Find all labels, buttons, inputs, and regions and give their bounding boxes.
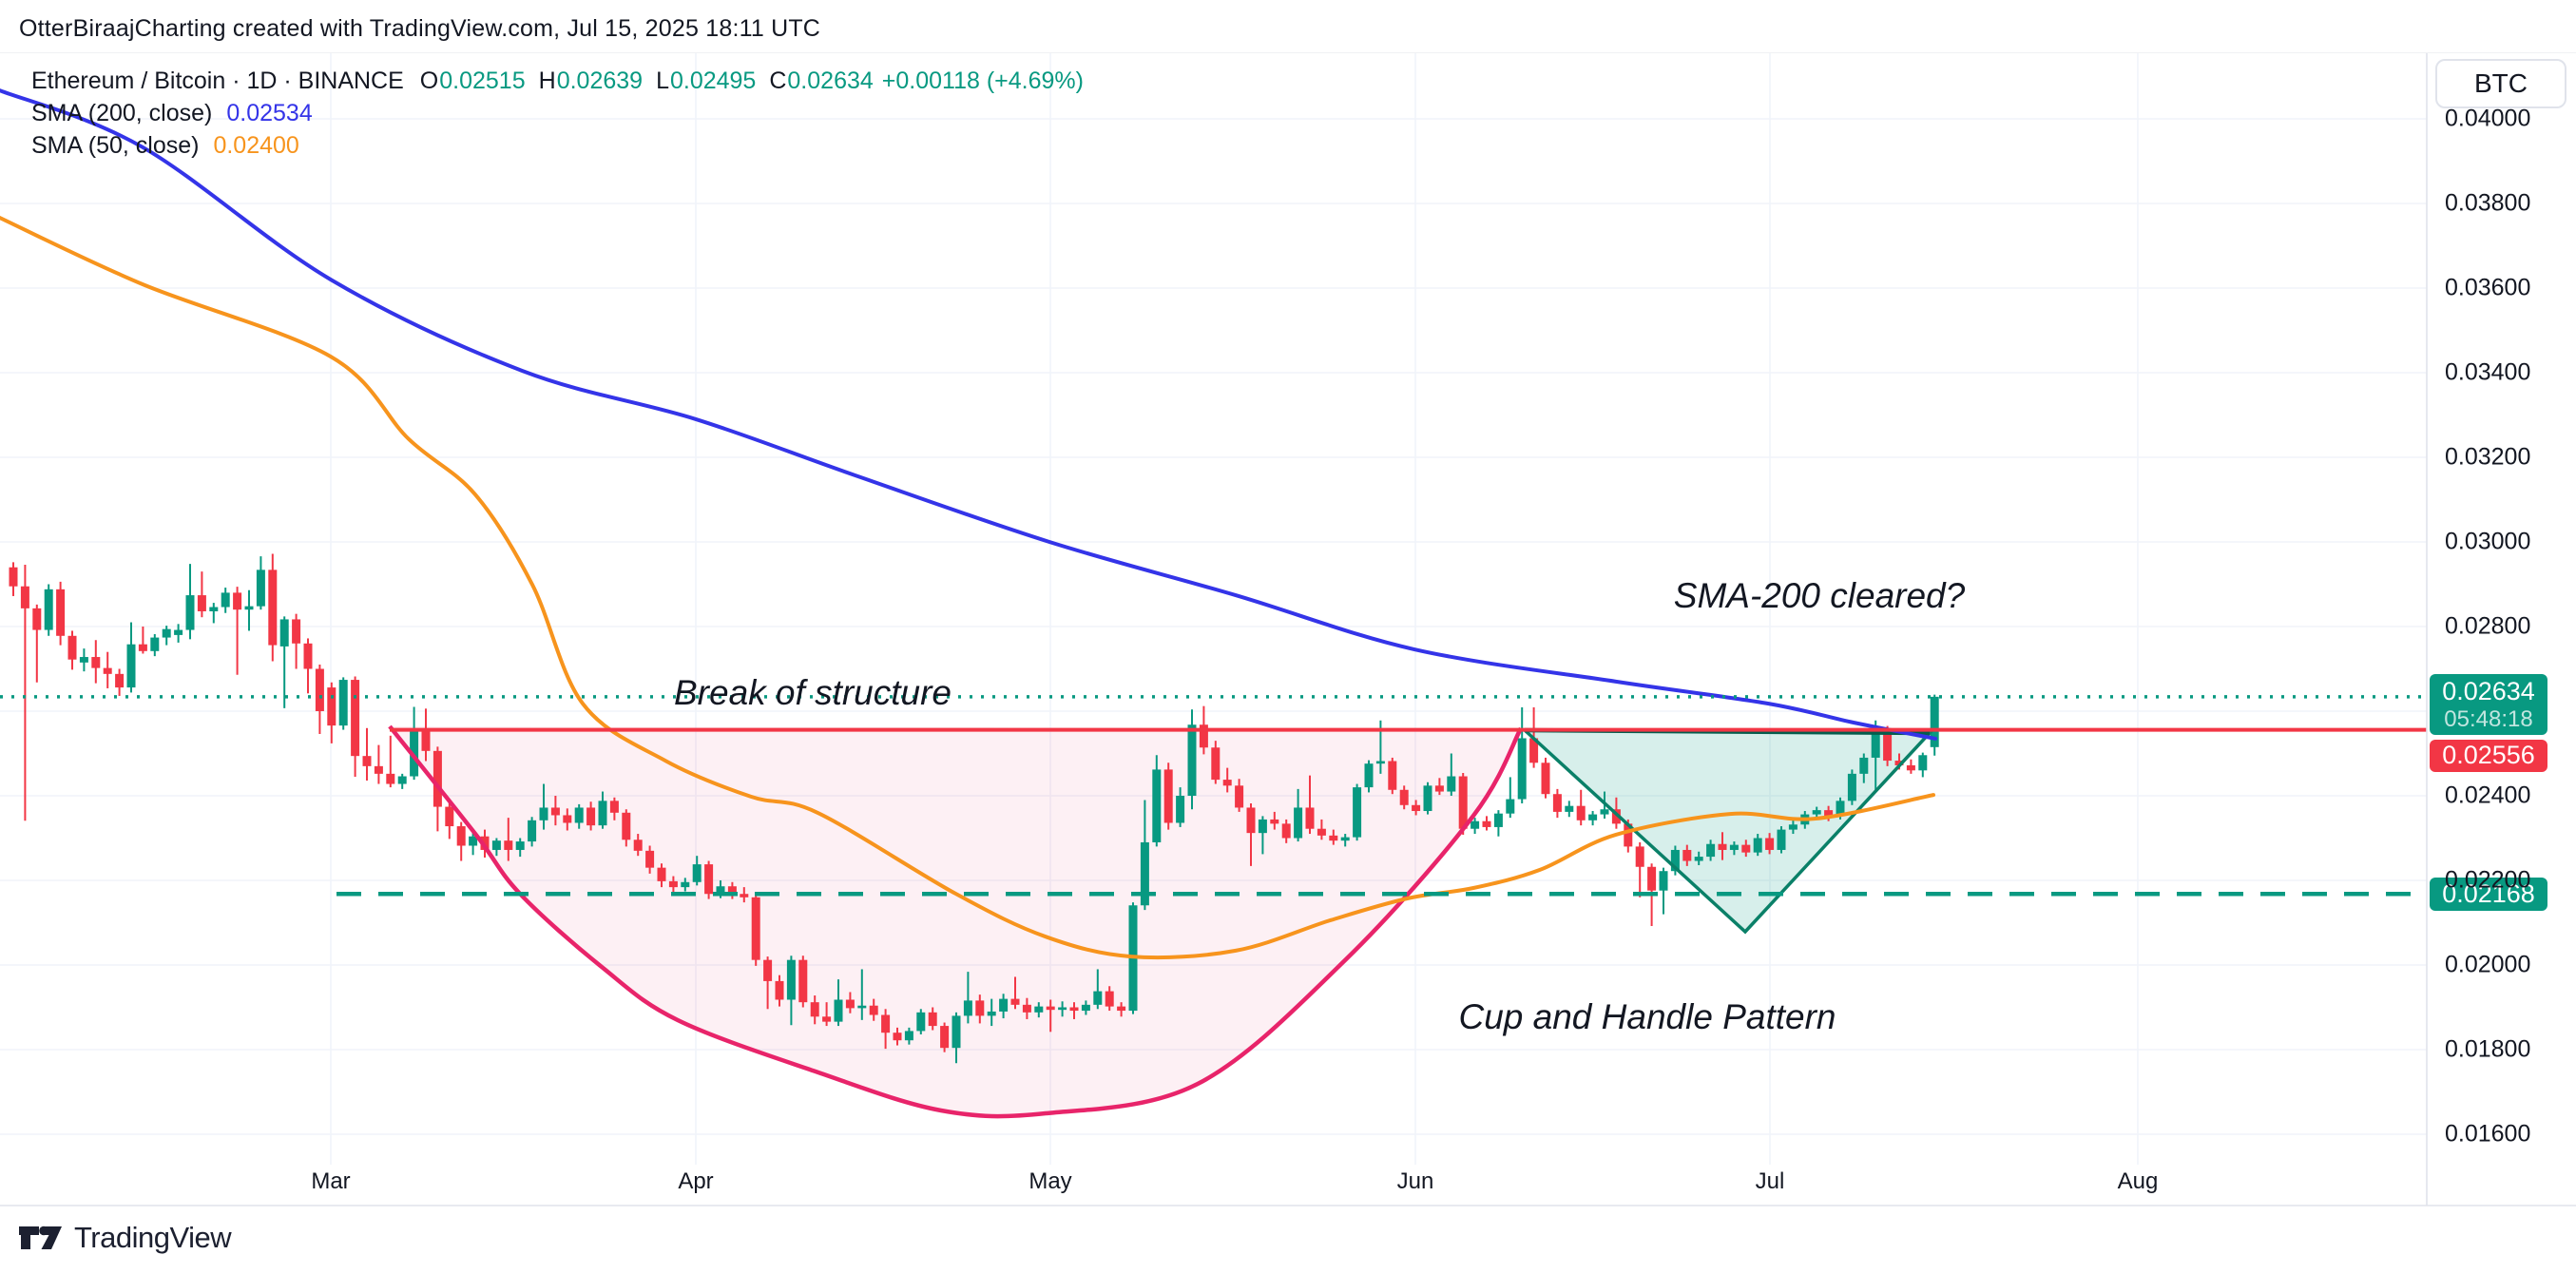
time-axis-label-mar: Mar xyxy=(311,1168,351,1194)
breakout-level-value: 0.02556 xyxy=(2442,741,2535,770)
sma200-legend-row[interactable]: SMA (200, close) 0.02534 xyxy=(31,98,313,128)
annotation-text[interactable]: Break of structure xyxy=(673,673,952,712)
ohlc-values: O 0.02515 H 0.02639 L 0.02495 C 0.02634 xyxy=(420,68,874,95)
cup-pattern-fill xyxy=(390,726,1521,1117)
current-price-tag: 0.02634 05:48:18 xyxy=(2430,674,2547,735)
time-axis-label-apr: Apr xyxy=(678,1168,714,1194)
footer-brand[interactable]: TradingView xyxy=(19,1221,232,1255)
current-price-value: 0.02634 xyxy=(2442,676,2535,705)
price-axis-label: 0.02800 xyxy=(2445,612,2531,640)
support-level-value: 0.02168 xyxy=(2442,878,2535,908)
sma-200-line[interactable] xyxy=(0,88,1937,741)
sma200-value: 0.02534 xyxy=(226,99,313,126)
price-axis-label: 0.02000 xyxy=(2445,951,2531,978)
ohlc-pair-o: O 0.02515 xyxy=(419,67,526,94)
sma50-value: 0.02400 xyxy=(213,131,299,159)
annotation-text[interactable]: SMA-200 cleared? xyxy=(1673,576,1966,615)
annotation-text[interactable]: Cup and Handle Pattern xyxy=(1458,997,1836,1036)
gridlines xyxy=(0,52,2427,1165)
symbol-legend-row[interactable]: Ethereum / Bitcoin · 1D · BINANCE O 0.025… xyxy=(31,66,1084,96)
header-divider xyxy=(0,52,2576,53)
change-value: +0.00118 (+4.69%) xyxy=(881,67,1084,94)
symbol-title[interactable]: Ethereum / Bitcoin · 1D · BINANCE xyxy=(31,67,404,94)
time-axis-label-may: May xyxy=(1028,1168,1072,1194)
price-axis-label: 0.01800 xyxy=(2445,1035,2531,1063)
ohlc-pair-c: C 0.02634 xyxy=(769,67,874,94)
candlestick-series xyxy=(9,553,1939,1064)
watermark-title: OtterBiraajCharting created with Trading… xyxy=(19,15,821,42)
sma200-label[interactable]: SMA (200, close) xyxy=(31,99,213,126)
price-axis-label: 0.04000 xyxy=(2445,105,2531,132)
breakout-level-tag: 0.02556 xyxy=(2430,740,2547,772)
handle-pattern-fill xyxy=(1525,730,1930,932)
price-axis-label: 0.03000 xyxy=(2445,528,2531,555)
price-axis-label: 0.03400 xyxy=(2445,358,2531,386)
price-axis-label: 0.03600 xyxy=(2445,274,2531,301)
time-axis-label-aug: Aug xyxy=(2117,1168,2159,1194)
sma-50-line[interactable] xyxy=(0,216,1935,960)
ohlc-pair-h: H 0.02639 xyxy=(538,67,644,94)
tradingview-logo-icon xyxy=(19,1226,62,1249)
price-axis-label: 0.03200 xyxy=(2445,443,2531,471)
price-axis-label: 0.03800 xyxy=(2445,189,2531,217)
ohlc-pair-l: L 0.02495 xyxy=(656,67,757,94)
bar-countdown: 05:48:18 xyxy=(2444,705,2533,732)
currency-unit-button[interactable]: BTC xyxy=(2435,59,2566,108)
price-axis-label: 0.02200 xyxy=(2445,866,2531,894)
support-level-tag: 0.02168 xyxy=(2430,878,2547,911)
time-axis-label-jun: Jun xyxy=(1396,1168,1434,1194)
sma50-legend-row[interactable]: SMA (50, close) 0.02400 xyxy=(31,130,299,161)
time-axis-label-jul: Jul xyxy=(1755,1168,1785,1194)
tradingview-brand-text[interactable]: TradingView xyxy=(74,1221,232,1254)
sma50-label[interactable]: SMA (50, close) xyxy=(31,131,200,159)
price-axis-label: 0.01600 xyxy=(2445,1120,2531,1148)
price-axis-label: 0.02400 xyxy=(2445,782,2531,809)
